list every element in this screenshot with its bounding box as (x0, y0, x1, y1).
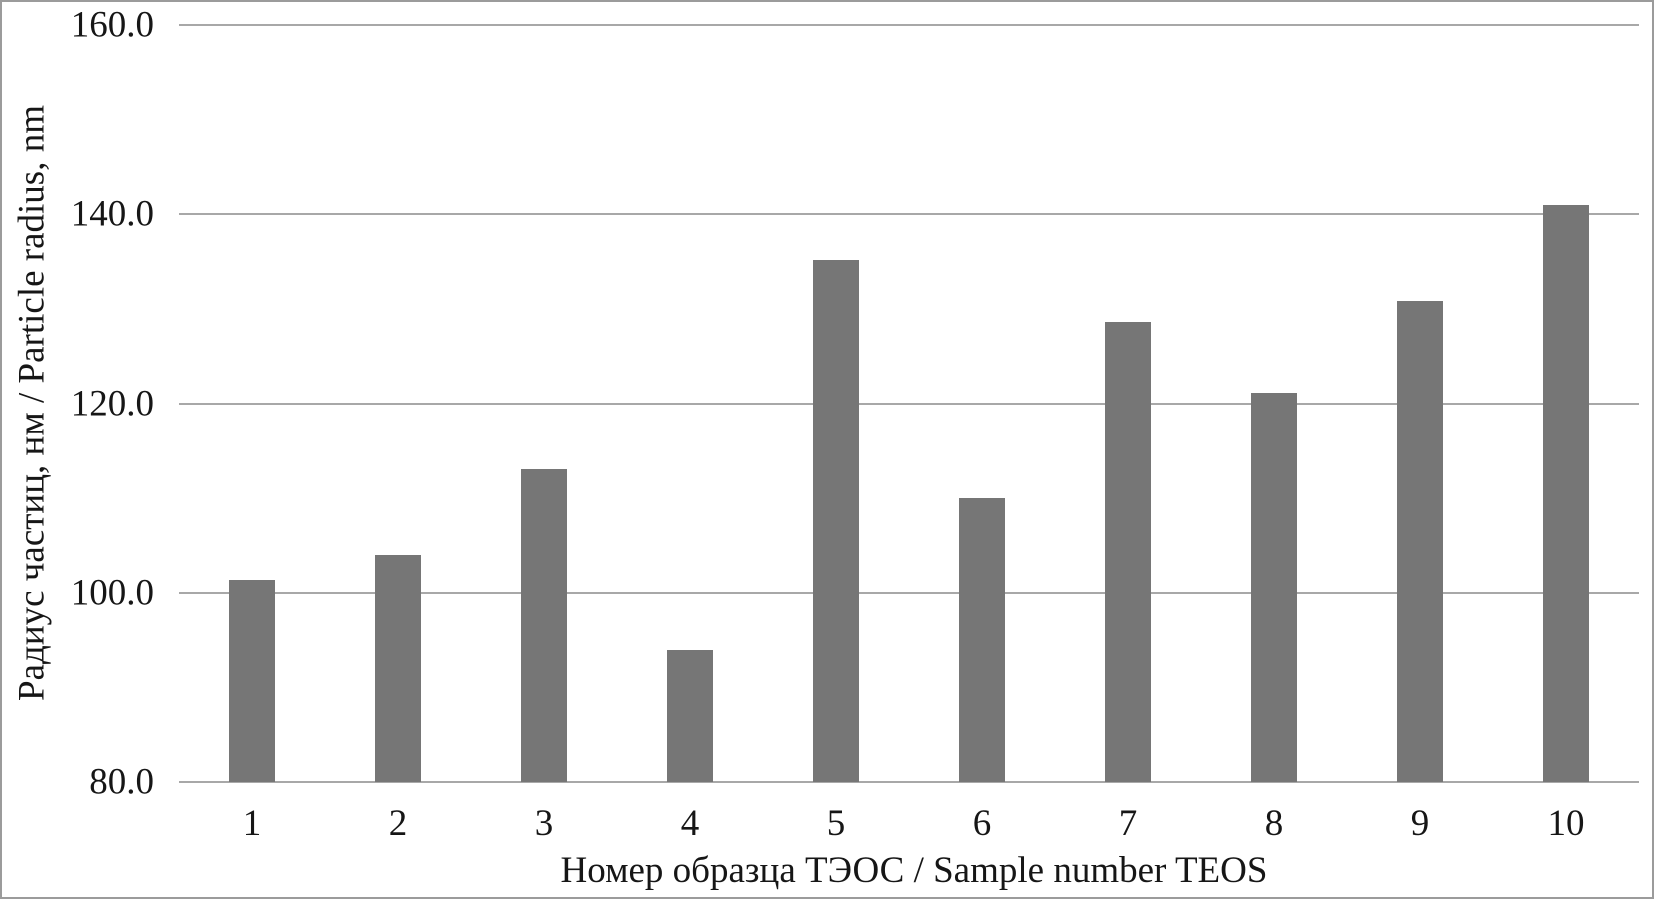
bar (1543, 204, 1589, 782)
x-tick-label: 9 (1410, 803, 1430, 844)
x-tick-label: 2 (388, 803, 408, 844)
x-tick-label: 7 (1118, 803, 1138, 844)
bar (1397, 301, 1443, 782)
bar (813, 259, 859, 782)
x-tick-label: 6 (972, 803, 992, 844)
x-tick-label: 4 (680, 803, 700, 844)
gridline (179, 402, 1639, 405)
y-tick-label: 100.0 (70, 572, 154, 614)
bar (1251, 393, 1297, 782)
gridline (179, 781, 1639, 783)
bar (1105, 322, 1151, 782)
x-tick-label: 8 (1264, 803, 1284, 844)
y-tick-label: 140.0 (70, 193, 154, 235)
bar (229, 580, 275, 782)
bar (375, 554, 421, 782)
x-tick-label: 3 (534, 803, 554, 844)
y-tick-label: 160.0 (70, 4, 154, 46)
y-tick-label: 80.0 (89, 761, 154, 803)
bar (667, 649, 713, 782)
x-tick-label: 10 (1547, 803, 1585, 844)
x-axis-title: Номер образца ТЭОС / Sample number TEOS (560, 850, 1268, 891)
y-tick-label: 120.0 (70, 383, 154, 424)
bar (521, 468, 567, 782)
gridline (179, 591, 1639, 594)
plot-area (179, 24, 1639, 783)
x-tick-label: 1 (242, 803, 262, 844)
gridline (179, 24, 1639, 26)
bar (959, 498, 1005, 782)
gridline (179, 213, 1639, 216)
x-tick-label: 5 (826, 803, 846, 844)
